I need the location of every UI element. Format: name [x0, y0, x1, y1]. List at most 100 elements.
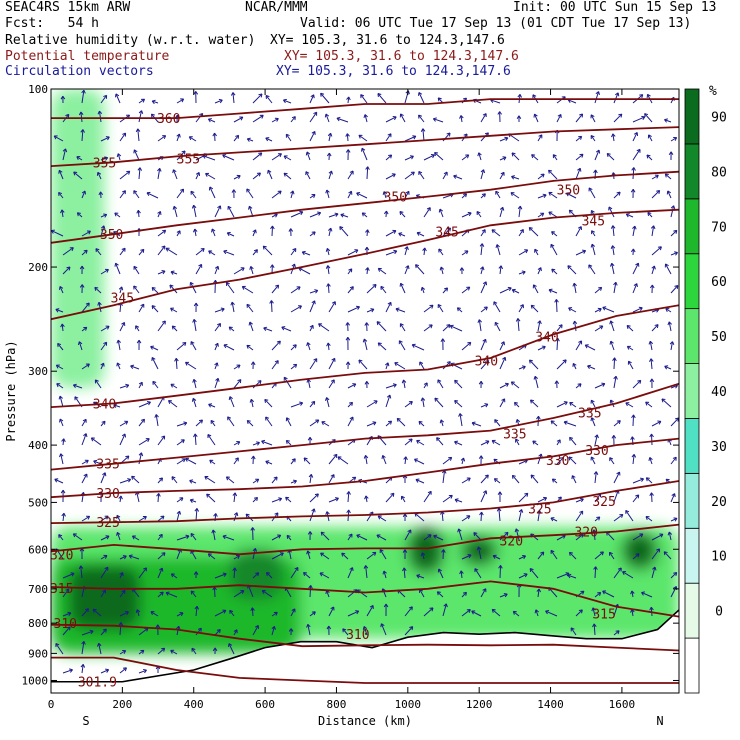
vector-shaft	[594, 516, 601, 522]
vector-shaft	[437, 379, 444, 389]
vector-head	[349, 567, 354, 572]
theta-label-340-0: 340	[93, 397, 116, 412]
vector-arrow-69	[100, 225, 106, 237]
vector-shaft	[61, 323, 64, 332]
y-tick-label-400: 400	[28, 439, 48, 452]
vector-head	[580, 590, 585, 595]
vector-shaft	[575, 168, 581, 180]
vector-arrow-868	[609, 457, 615, 465]
vector-arrow-375	[290, 305, 302, 313]
vector-shaft	[100, 535, 110, 541]
vector-arrow-298	[233, 512, 239, 522]
vector-arrow-842	[594, 516, 601, 522]
vector-head	[61, 512, 66, 517]
vector-head	[56, 383, 61, 388]
vector-head	[294, 567, 299, 572]
vector-head	[269, 300, 274, 304]
vector-shaft	[132, 588, 140, 598]
vector-arrow-287	[230, 301, 235, 313]
vector-shaft	[518, 366, 526, 370]
vector-head	[133, 285, 138, 290]
vector-head	[579, 153, 584, 158]
vector-shaft	[651, 265, 655, 275]
vector-shaft	[606, 531, 615, 541]
theta-label-315-0: 315	[50, 582, 73, 597]
vector-head	[372, 551, 377, 556]
vector-head	[386, 394, 392, 399]
vector-arrow-640	[458, 413, 463, 427]
theta-label-350-1: 350	[384, 191, 407, 206]
vector-head	[504, 531, 509, 536]
vector-shaft	[376, 321, 387, 332]
vector-arrow-305	[228, 643, 235, 655]
vector-shaft	[421, 552, 425, 560]
vector-head	[181, 150, 186, 155]
vector-head	[93, 459, 98, 465]
vector-arrow-319	[246, 344, 254, 351]
vector-arrow-621	[436, 591, 444, 598]
vector-head	[324, 113, 330, 118]
vector-head	[430, 154, 435, 159]
vector-shaft	[493, 301, 501, 313]
vector-shaft	[138, 110, 143, 123]
vector-shaft	[53, 135, 64, 142]
vector-shaft	[670, 572, 678, 579]
vector-arrow-713	[517, 205, 523, 218]
vector-shaft	[290, 480, 297, 484]
vector-shaft	[100, 589, 106, 598]
vector-head	[189, 498, 194, 503]
vector-arrow-445	[320, 531, 330, 541]
vector-shaft	[170, 307, 178, 313]
vector-head	[484, 474, 489, 479]
vector-head	[170, 383, 175, 388]
vector-head	[271, 625, 276, 630]
vector-head	[492, 554, 497, 559]
vector-shaft	[176, 188, 184, 199]
vector-shaft	[494, 478, 501, 484]
vector-shaft	[73, 171, 83, 180]
vector-shaft	[588, 264, 596, 275]
vector-shaft	[233, 629, 238, 636]
vector-head	[273, 611, 278, 616]
vector-arrow-672	[480, 490, 488, 503]
vector-shaft	[176, 230, 181, 237]
vector-shaft	[326, 590, 330, 598]
vector-arrow-270	[207, 553, 216, 560]
vector-head	[239, 116, 244, 121]
vector-shaft	[290, 402, 303, 408]
vector-shaft	[138, 649, 145, 655]
vector-head	[59, 286, 64, 291]
vector-shaft	[228, 643, 235, 655]
vector-head	[72, 383, 77, 389]
vector-head	[552, 154, 557, 159]
vector-arrow-649	[461, 591, 467, 598]
vector-shaft	[433, 118, 444, 123]
vector-arrow-643	[461, 477, 471, 484]
vector-shaft	[550, 517, 558, 522]
vector-shaft	[252, 93, 263, 104]
vector-shaft	[366, 267, 369, 275]
vector-arrow-792	[575, 113, 584, 123]
vector-shaft	[437, 591, 444, 598]
vector-shaft	[341, 552, 349, 560]
vector-arrow-204	[176, 439, 185, 446]
vector-shaft	[590, 456, 596, 465]
vector-head	[61, 438, 66, 443]
vector-head	[141, 418, 145, 423]
vector-shaft	[73, 533, 83, 541]
vector-shaft	[157, 477, 163, 484]
vector-arrow-77	[94, 379, 102, 389]
vector-arrow-822	[590, 135, 596, 142]
vector-shaft	[569, 436, 577, 446]
vector-arrow-663	[477, 319, 482, 332]
vector-shaft	[590, 135, 596, 142]
vector-head	[155, 624, 161, 629]
theta-label-310-0: 310	[54, 617, 77, 632]
vector-shaft	[438, 248, 444, 256]
theta-contour-330	[51, 437, 679, 499]
vector-arrow-466	[347, 383, 357, 389]
vector-arrow-543	[404, 190, 410, 199]
vector-arrow-723	[513, 401, 520, 408]
vector-head	[499, 206, 505, 211]
